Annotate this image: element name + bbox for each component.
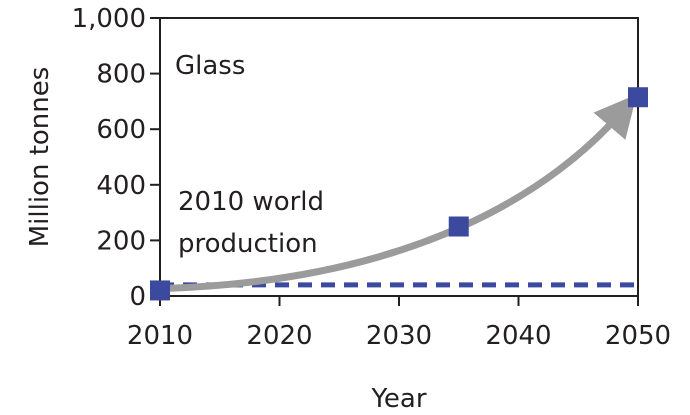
y-tick-label: 200 [96, 226, 146, 256]
x-axis-title: Year [370, 384, 426, 414]
y-tick-label: 400 [96, 171, 146, 201]
x-tick-label: 2030 [366, 321, 432, 351]
x-tick-label: 2050 [605, 321, 671, 351]
data-point-square [150, 280, 170, 301]
reference-line-label-line1: 2010 world [178, 187, 324, 217]
y-tick-label: 800 [96, 60, 146, 90]
y-tick-label: 0 [129, 282, 146, 312]
data-point-square [448, 216, 469, 237]
data-point-square [628, 87, 648, 108]
reference-line-label-line2: production [178, 229, 318, 259]
x-tick-label: 2040 [485, 321, 551, 351]
y-axis: 0 200 400 600 800 1,000 [72, 4, 160, 312]
series-annotation-label: Glass [175, 51, 245, 81]
y-axis-title: Million tonnes [25, 67, 55, 248]
x-tick-label: 2010 [127, 321, 193, 351]
y-tick-label: 1,000 [72, 4, 146, 34]
x-axis: 2010 2020 2030 2040 2050 [127, 296, 671, 351]
y-tick-label: 600 [96, 115, 146, 145]
data-points [150, 87, 648, 301]
x-tick-label: 2020 [246, 321, 312, 351]
